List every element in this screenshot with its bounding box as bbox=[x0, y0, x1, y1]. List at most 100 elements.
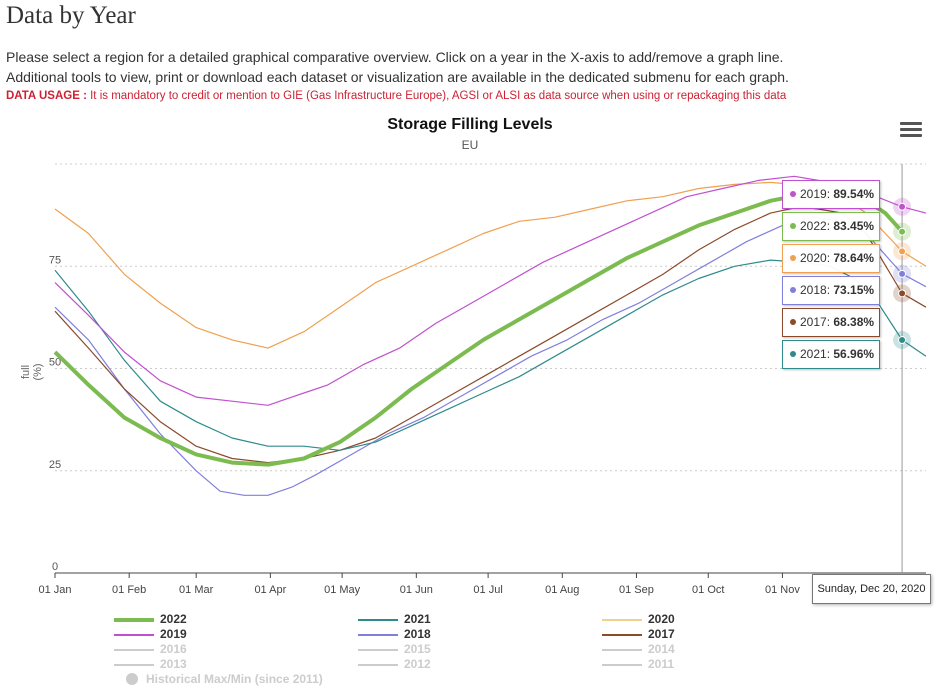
legend-item-2022[interactable]: 2022 bbox=[114, 612, 187, 626]
legend-label: 2020 bbox=[648, 612, 675, 626]
data-usage-text: It is mandatory to credit or mention to … bbox=[86, 90, 787, 102]
series-line-2019[interactable] bbox=[54, 175, 927, 406]
y-tick-label: 75 bbox=[49, 254, 61, 266]
menu-bar bbox=[900, 122, 922, 125]
tooltip-year: 2022: bbox=[800, 219, 834, 233]
legend-label: Historical Max/Min (since 2011) bbox=[146, 672, 323, 686]
legend-item-2014[interactable]: 2014 bbox=[602, 642, 675, 656]
legend-label: 2022 bbox=[160, 612, 187, 626]
tooltip-dot-icon bbox=[790, 191, 796, 198]
intro-text-1: Please select a region for a detailed gr… bbox=[6, 49, 784, 65]
menu-bar bbox=[900, 128, 922, 131]
legend-swatch bbox=[602, 663, 642, 666]
tooltip-value: 73.15% bbox=[833, 283, 875, 297]
page-title: Data by Year bbox=[6, 2, 136, 29]
hover-marker-2019 bbox=[898, 202, 907, 211]
legend-item-2013[interactable]: 2013 bbox=[114, 657, 187, 671]
hover-marker-2020 bbox=[898, 247, 907, 256]
y-tick-label: 25 bbox=[49, 459, 61, 471]
x-tick-label[interactable]: 01 Oct bbox=[692, 584, 724, 596]
tooltip-year: 2020: bbox=[800, 251, 834, 265]
x-tick-label[interactable]: 01 Apr bbox=[254, 584, 286, 596]
legend-label: 2011 bbox=[648, 657, 675, 671]
tooltip-year: 2019: bbox=[800, 187, 834, 201]
legend-label: 2015 bbox=[404, 642, 431, 656]
tooltip-value: 68.38% bbox=[833, 315, 875, 329]
x-tick-label[interactable]: 01 Jul bbox=[473, 584, 502, 596]
tooltip-dot-icon bbox=[790, 351, 796, 358]
tooltip-value: 78.64% bbox=[833, 251, 875, 265]
date-tooltip: Sunday, Dec 20, 2020 bbox=[812, 574, 931, 604]
legend-label: 2021 bbox=[404, 612, 431, 626]
legend-swatch bbox=[358, 648, 398, 651]
legend-swatch bbox=[602, 633, 642, 636]
x-tick-label[interactable]: 01 Feb bbox=[112, 584, 146, 596]
legend-swatch bbox=[358, 618, 398, 621]
legend-item-2017[interactable]: 2017 bbox=[602, 627, 675, 641]
tooltip-year: 2017: bbox=[800, 315, 834, 329]
legend-swatch bbox=[114, 663, 154, 666]
x-tick-label[interactable]: 01 Jan bbox=[38, 584, 71, 596]
legend-swatch bbox=[602, 648, 642, 651]
legend-item-historical-max-min-since-2011-[interactable]: Historical Max/Min (since 2011) bbox=[126, 672, 323, 686]
hover-marker-2022 bbox=[898, 227, 907, 236]
chart-title: Storage Filling Levels bbox=[387, 116, 552, 133]
legend-label: 2012 bbox=[404, 657, 431, 671]
legend-label: 2017 bbox=[648, 627, 675, 641]
tooltip-2018: 2018: 73.15% bbox=[782, 276, 880, 305]
tooltip-2017: 2017: 68.38% bbox=[782, 308, 880, 337]
legend-label: 2016 bbox=[160, 642, 187, 656]
legend-item-2011[interactable]: 2011 bbox=[602, 657, 674, 671]
menu-bar bbox=[900, 134, 922, 137]
x-tick-label[interactable]: 01 Jun bbox=[400, 584, 433, 596]
tooltip-dot-icon bbox=[790, 223, 796, 230]
data-usage-note: DATA USAGE : It is mandatory to credit o… bbox=[6, 90, 786, 102]
legend-item-2016[interactable]: 2016 bbox=[114, 642, 187, 656]
x-tick-label[interactable]: 01 Sep bbox=[619, 584, 654, 596]
legend-item-2018[interactable]: 2018 bbox=[358, 627, 431, 641]
tooltip-value: 89.54% bbox=[833, 187, 875, 201]
tooltip-year: 2021: bbox=[800, 347, 834, 361]
x-tick-label[interactable]: 01 May bbox=[324, 584, 361, 596]
chart-menu-button[interactable] bbox=[900, 120, 922, 140]
tooltip-2020: 2020: 78.64% bbox=[782, 244, 880, 273]
tooltip-value: 83.45% bbox=[833, 219, 875, 233]
x-tick-label[interactable]: 01 Nov bbox=[765, 584, 800, 596]
chart-subtitle: EU bbox=[462, 138, 479, 152]
historical-dot-icon bbox=[126, 673, 138, 685]
hover-marker-2017 bbox=[898, 289, 907, 298]
legend-label: 2019 bbox=[160, 627, 187, 641]
tooltip-2019: 2019: 89.54% bbox=[782, 180, 880, 209]
legend-item-2015[interactable]: 2015 bbox=[358, 642, 431, 656]
legend-swatch bbox=[114, 633, 154, 636]
tooltip-dot-icon bbox=[790, 287, 796, 294]
legend-item-2020[interactable]: 2020 bbox=[602, 612, 675, 626]
tooltip-value: 56.96% bbox=[833, 347, 875, 361]
tooltip-dot-icon bbox=[790, 255, 796, 262]
x-tick-label[interactable]: 01 Aug bbox=[545, 584, 579, 596]
legend-swatch bbox=[114, 617, 154, 622]
legend-label: 2014 bbox=[648, 642, 675, 656]
tooltip-dot-icon bbox=[790, 319, 796, 326]
legend-swatch bbox=[114, 648, 154, 651]
legend-label: 2018 bbox=[404, 627, 431, 641]
y-tick-label: 50 bbox=[49, 357, 61, 369]
legend-item-2021[interactable]: 2021 bbox=[358, 612, 431, 626]
legend-swatch bbox=[602, 618, 642, 621]
tooltip-year: 2018: bbox=[800, 283, 834, 297]
legend-label: 2013 bbox=[160, 657, 187, 671]
data-usage-label: DATA USAGE : bbox=[6, 90, 87, 102]
legend-swatch bbox=[358, 663, 398, 666]
y-axis-label: full(%) bbox=[20, 363, 44, 380]
intro-text-2: Additional tools to view, print or downl… bbox=[6, 69, 789, 85]
hover-marker-2021 bbox=[898, 336, 907, 345]
legend-swatch bbox=[358, 633, 398, 636]
tooltip-2022: 2022: 83.45% bbox=[782, 212, 880, 241]
tooltip-2021: 2021: 56.96% bbox=[782, 340, 880, 369]
legend-item-2012[interactable]: 2012 bbox=[358, 657, 431, 671]
legend-item-2019[interactable]: 2019 bbox=[114, 627, 187, 641]
x-tick-label[interactable]: 01 Mar bbox=[179, 584, 214, 596]
y-tick-label: 0 bbox=[52, 561, 58, 573]
hover-marker-2018 bbox=[898, 269, 907, 278]
